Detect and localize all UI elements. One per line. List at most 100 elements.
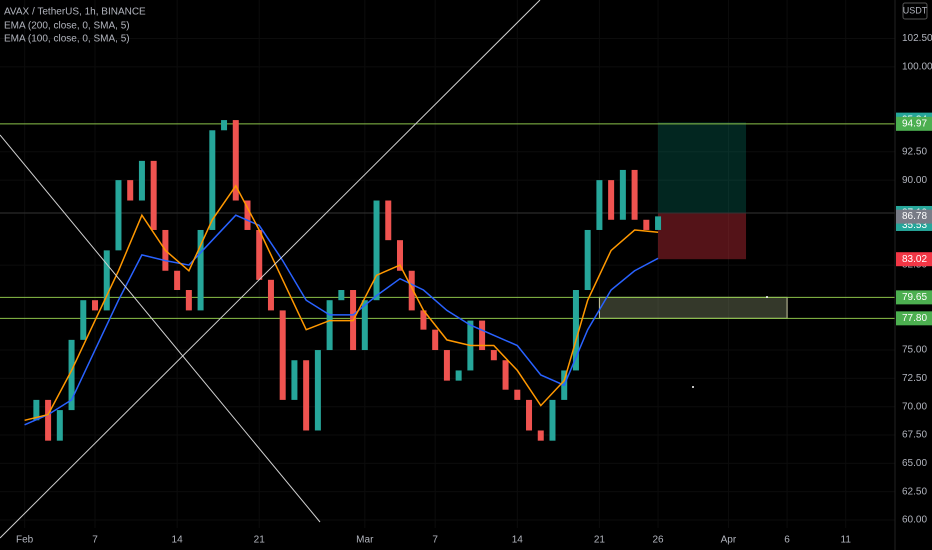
x-tick-label: 21 — [594, 535, 606, 546]
candle — [244, 200, 251, 230]
position-target — [658, 122, 747, 213]
candle — [185, 290, 192, 311]
trend-line — [0, 0, 541, 539]
candle — [408, 270, 415, 311]
candle — [338, 290, 345, 301]
x-tick-label: 11 — [841, 535, 852, 546]
ema-line — [24, 214, 659, 426]
candle — [655, 216, 662, 230]
countdown-tag — [896, 219, 932, 231]
x-tick-label: 6 — [784, 535, 790, 546]
x-tick-label: 21 — [254, 535, 266, 546]
candle — [526, 399, 533, 431]
candle — [537, 430, 544, 441]
price-tag — [896, 290, 932, 305]
candle — [443, 350, 450, 381]
candle — [197, 229, 204, 311]
x-tick-label: Mar — [356, 535, 374, 546]
candle — [115, 180, 122, 251]
x-tick-label: 7 — [432, 535, 438, 546]
candle — [608, 180, 615, 220]
y-tick-label: 70.00 — [902, 401, 927, 412]
candle — [68, 339, 75, 411]
candle — [138, 160, 145, 201]
ema-line — [24, 184, 659, 422]
x-tick-label: 14 — [172, 535, 184, 546]
candle — [596, 180, 603, 230]
candle — [549, 399, 556, 441]
candle — [502, 360, 509, 390]
y-tick-label: 65.00 — [902, 458, 927, 469]
candle — [584, 229, 591, 291]
y-tick-label: 67.50 — [902, 430, 927, 441]
price-tag-label: 94.97 — [902, 118, 927, 129]
y-tick-label: 60.00 — [902, 515, 927, 526]
candle — [279, 310, 286, 400]
currency-box — [902, 2, 928, 20]
y-tick-label: 90.00 — [902, 175, 927, 186]
plot-area — [0, 0, 895, 528]
price-tag — [896, 116, 932, 131]
x-tick-label: 7 — [92, 535, 98, 546]
y-tick-label: 72.50 — [902, 373, 927, 384]
price-tag-label: 83.02 — [902, 254, 927, 265]
legend-entry: EMA (100, close, 0, SMA, 5) — [4, 34, 130, 45]
candle — [209, 130, 216, 230]
candle — [56, 410, 63, 441]
candle — [479, 320, 486, 351]
y-tick-label: 92.50 — [902, 146, 927, 157]
candle — [373, 200, 380, 301]
currency: USDT — [903, 5, 928, 15]
candle — [455, 370, 462, 381]
legend-entry: EMA (200, close, 0, SMA, 5) — [4, 21, 130, 32]
candle — [514, 389, 521, 400]
price-tag-label: 86.78 — [902, 211, 927, 222]
candle — [80, 300, 87, 340]
candle — [326, 300, 333, 351]
candle — [127, 180, 134, 201]
price-tag-label: 79.65 — [902, 292, 927, 303]
candle — [361, 300, 368, 351]
price-tag — [896, 209, 932, 224]
trend-line — [0, 134, 321, 523]
candle — [396, 240, 403, 271]
candle — [267, 279, 274, 311]
candle — [221, 120, 228, 131]
candle — [232, 120, 239, 201]
candle — [314, 350, 321, 431]
x-tick-label: 26 — [652, 535, 664, 546]
dot — [766, 296, 768, 298]
candle — [33, 399, 40, 421]
candle — [92, 300, 99, 311]
candle — [432, 329, 439, 351]
x-tick-label: Feb — [16, 535, 34, 546]
chart-title: AVAX / TetherUS, 1h, BINANCE — [4, 7, 146, 18]
price-tag — [896, 311, 932, 326]
candle — [643, 219, 650, 230]
y-tick-label: 62.50 — [902, 486, 927, 497]
price-tag — [896, 252, 932, 267]
dot — [692, 386, 694, 388]
y-tick-label: 102.50 — [902, 33, 932, 44]
x-tick-label: 14 — [512, 535, 524, 546]
candle — [619, 169, 626, 220]
candle — [490, 350, 497, 361]
price-tag-label: 77.80 — [902, 313, 927, 324]
candle — [420, 310, 427, 330]
y-tick-label: 75.00 — [902, 345, 927, 356]
candle — [256, 229, 263, 280]
candle — [572, 290, 579, 371]
candle — [45, 399, 52, 441]
candle — [291, 360, 298, 400]
candle — [631, 169, 638, 220]
candle — [150, 160, 157, 230]
y-tick-label: 100.00 — [902, 61, 932, 72]
candle — [303, 360, 310, 431]
zone — [598, 296, 788, 319]
x-tick-label: Apr — [721, 535, 737, 546]
position-stop — [658, 212, 747, 260]
candle — [385, 200, 392, 241]
candle — [174, 270, 181, 291]
